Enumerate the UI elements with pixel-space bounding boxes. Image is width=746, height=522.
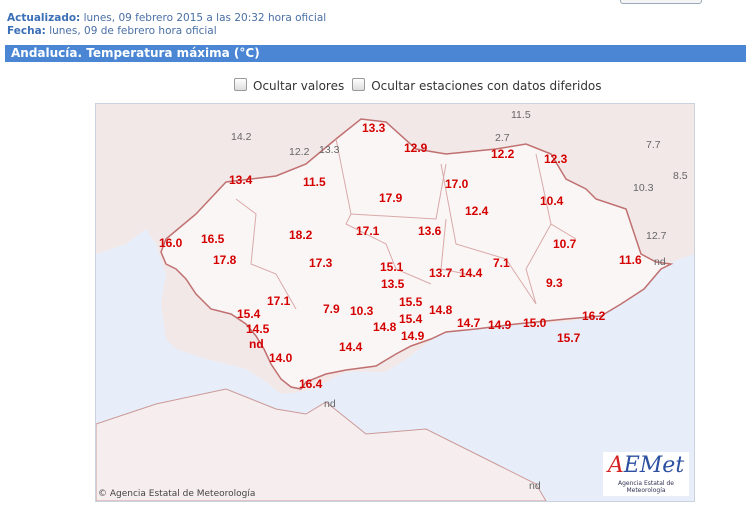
station-value[interactable]: 11.6 bbox=[619, 253, 642, 267]
morocco-coast bbox=[96, 388, 547, 501]
logo-text: AEMet bbox=[607, 453, 685, 478]
station-value[interactable]: 17.1 bbox=[267, 294, 291, 308]
station-value[interactable]: 17.3 bbox=[309, 256, 333, 270]
checkbox-icon[interactable] bbox=[352, 78, 366, 91]
station-value[interactable]: 14.9 bbox=[488, 318, 512, 332]
station-value[interactable]: 8.5 bbox=[673, 170, 688, 182]
station-value[interactable]: 14.9 bbox=[401, 329, 425, 343]
date-value: lunes, 09 de febrero hora oficial bbox=[49, 25, 217, 37]
station-value[interactable]: nd bbox=[324, 398, 336, 410]
updated-value: lunes, 09 febrero 2015 a las 20:32 hora … bbox=[83, 12, 327, 24]
page-title: Andalucía. Temperatura máxima (°C) bbox=[5, 45, 746, 62]
station-value[interactable]: 15.4 bbox=[237, 307, 261, 321]
station-value[interactable]: 13.4 bbox=[229, 173, 253, 187]
date-label: Fecha: bbox=[7, 25, 46, 37]
station-value[interactable]: 14.4 bbox=[459, 266, 483, 280]
station-value[interactable]: 13.3 bbox=[319, 144, 340, 156]
map-background bbox=[96, 104, 694, 501]
station-value[interactable]: 15.1 bbox=[380, 260, 404, 274]
station-value[interactable]: 16.2 bbox=[582, 309, 606, 323]
station-value[interactable]: 13.7 bbox=[429, 266, 453, 280]
station-value[interactable]: 18.2 bbox=[289, 228, 313, 242]
station-value[interactable]: 7.1 bbox=[493, 256, 510, 270]
station-value[interactable]: nd bbox=[654, 256, 666, 268]
station-value[interactable]: 12.3 bbox=[544, 152, 568, 166]
top-button[interactable] bbox=[620, 0, 702, 4]
copyright: © Agencia Estatal de Meteorología bbox=[98, 489, 256, 499]
station-value[interactable]: 7.9 bbox=[323, 302, 340, 316]
hide-values-label: Ocultar valores bbox=[253, 79, 345, 93]
station-value[interactable]: 12.7 bbox=[646, 230, 667, 242]
hide-deferred-checkbox[interactable]: Ocultar estaciones con datos diferidos bbox=[352, 78, 602, 93]
station-value[interactable]: 13.6 bbox=[418, 224, 442, 238]
station-value[interactable]: 14.7 bbox=[457, 316, 481, 330]
station-value[interactable]: nd bbox=[529, 480, 541, 492]
station-value[interactable]: 17.8 bbox=[213, 253, 237, 267]
station-value[interactable]: 16.5 bbox=[201, 232, 225, 246]
updated-label: Actualizado: bbox=[7, 12, 81, 24]
station-value[interactable]: 17.0 bbox=[445, 177, 469, 191]
station-value[interactable]: 17.1 bbox=[356, 224, 380, 238]
station-value[interactable]: 11.5 bbox=[303, 175, 326, 189]
logo-subtitle: Agencia Estatal de Meteorología bbox=[617, 480, 674, 494]
station-value[interactable]: 14.2 bbox=[231, 131, 252, 143]
station-value[interactable]: 11.5 bbox=[511, 109, 531, 121]
station-value[interactable]: 10.3 bbox=[633, 182, 654, 194]
station-value[interactable]: 14.5 bbox=[246, 322, 270, 336]
station-value[interactable]: 12.2 bbox=[289, 146, 310, 158]
station-value[interactable]: 2.7 bbox=[495, 132, 510, 144]
station-value[interactable]: 16.4 bbox=[299, 377, 323, 391]
station-value[interactable]: 13.3 bbox=[362, 121, 386, 135]
hide-deferred-label: Ocultar estaciones con datos diferidos bbox=[371, 79, 602, 93]
updated-line: Actualizado: lunes, 09 febrero 2015 a la… bbox=[7, 12, 326, 24]
station-value[interactable]: 17.9 bbox=[379, 191, 403, 205]
station-value[interactable]: 12.4 bbox=[465, 204, 489, 218]
station-value[interactable]: 7.7 bbox=[646, 139, 661, 151]
checkbox-icon[interactable] bbox=[234, 78, 247, 91]
station-value[interactable]: 15.0 bbox=[523, 316, 547, 330]
station-value[interactable]: 12.9 bbox=[404, 141, 428, 155]
station-value[interactable]: 14.0 bbox=[269, 351, 293, 365]
station-value[interactable]: 16.0 bbox=[159, 236, 183, 250]
province-borders bbox=[235, 138, 577, 310]
hide-values-checkbox[interactable]: Ocultar valores bbox=[234, 78, 344, 93]
station-value[interactable]: 10.3 bbox=[350, 304, 374, 318]
station-value[interactable]: 15.5 bbox=[399, 295, 423, 309]
station-value[interactable]: 14.8 bbox=[373, 320, 397, 334]
station-value[interactable]: 9.3 bbox=[546, 276, 563, 290]
station-value[interactable]: 15.4 bbox=[399, 312, 423, 326]
aemet-logo: AEMet Agencia Estatal de Meteorología bbox=[603, 452, 689, 496]
station-value[interactable]: 15.7 bbox=[557, 331, 581, 345]
station-value[interactable]: nd bbox=[249, 337, 264, 351]
andalucia bbox=[160, 118, 674, 390]
station-value[interactable]: 10.4 bbox=[540, 194, 564, 208]
station-value[interactable]: 12.2 bbox=[491, 147, 515, 161]
station-value[interactable]: 14.8 bbox=[429, 303, 453, 317]
station-value[interactable]: 14.4 bbox=[339, 340, 363, 354]
options: Ocultar valores Ocultar estaciones con d… bbox=[234, 78, 602, 93]
date-line: Fecha: lunes, 09 de febrero hora oficial bbox=[7, 25, 217, 37]
station-value[interactable]: 13.5 bbox=[381, 277, 405, 291]
station-value[interactable]: 10.7 bbox=[553, 237, 577, 251]
temperature-map[interactable]: 13.3 12.9 12.2 12.3 13.4 11.5 17.0 17.9 12.4 10.4… bbox=[95, 103, 695, 502]
